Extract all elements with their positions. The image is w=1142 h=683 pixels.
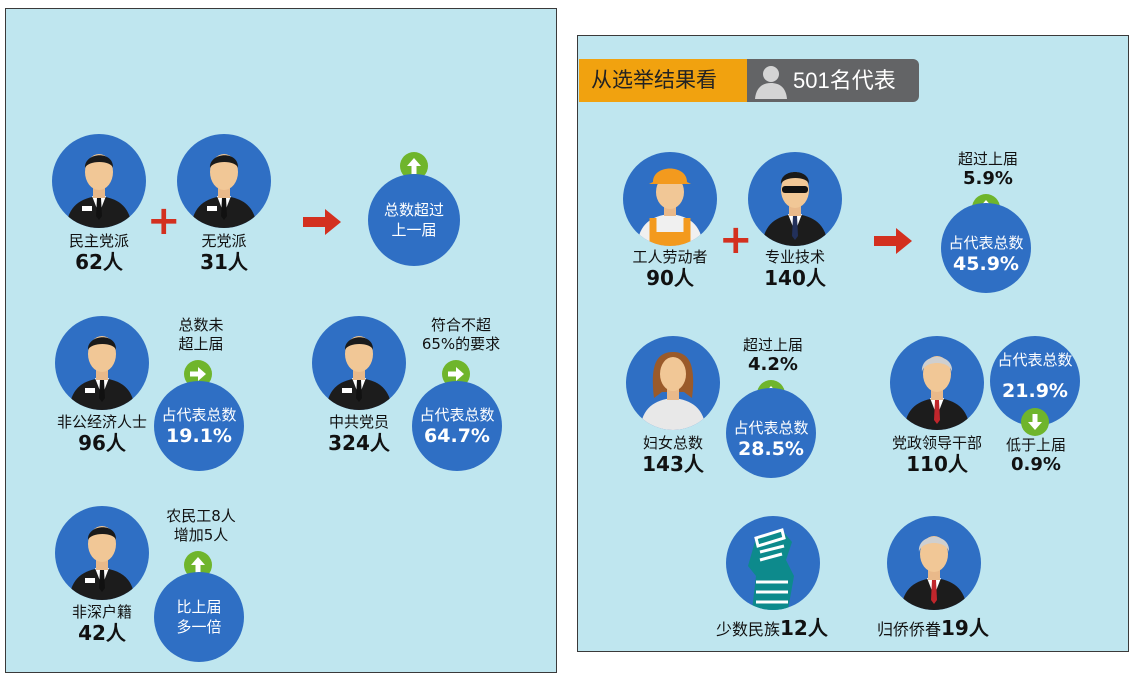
overseas-label: 归侨侨眷 [877, 620, 942, 639]
ccp-note-line2: 65%的要求 [421, 335, 501, 353]
no-party-count: 31人 [200, 250, 248, 274]
non-public-count: 96人 [78, 431, 126, 455]
elderly-man-avatar-icon [890, 336, 984, 430]
officials-label: 党政领导干部 [891, 434, 982, 452]
businessman-avatar-icon [177, 134, 271, 228]
combined-note-value: 5.9% [963, 168, 1013, 189]
businessman-avatar-icon [312, 316, 406, 410]
woman-avatar-icon [626, 336, 720, 430]
officials-note-line1: 低于上届 [1005, 436, 1066, 454]
officials-note-value: 0.9% [1011, 454, 1061, 475]
workers-caption: 工人劳动者 90人 [600, 248, 740, 290]
green-down-arrow-icon [1021, 408, 1049, 436]
overseas-caption: 归侨侨眷19人 [877, 612, 989, 641]
minority-count: 12人 [780, 616, 828, 640]
women-note-value: 4.2% [748, 354, 798, 375]
header-title: 从选举结果看 [579, 59, 747, 102]
right-infographic-panel: 从选举结果看 501名代表 工人劳动者 90人 + 专业技术 140人 超过上届… [577, 35, 1129, 652]
non-sz-caption: 非深户籍 42人 [32, 603, 172, 645]
workers-count: 90人 [646, 266, 694, 290]
right-arrow-icon [874, 228, 912, 254]
header-representatives: 501名代表 [747, 59, 919, 102]
overseas-count: 19人 [941, 616, 989, 640]
workers-label: 工人劳动者 [632, 248, 708, 266]
democratic-parties-count: 62人 [75, 250, 123, 274]
women-label: 妇女总数 [642, 434, 703, 452]
left-infographic-panel: 民主党派 62人 + 无党派 31人 总数超过 上一届 非公经济人士 96人 总… [5, 8, 557, 673]
women-share-bubble: 占代表总数 28.5% [726, 388, 816, 478]
women-bubble-title: 占代表总数 [733, 418, 809, 437]
officials-note: 低于上届 0.9% [986, 436, 1086, 474]
ccp-label: 中共党员 [328, 413, 389, 431]
professionals-count: 140人 [764, 266, 826, 290]
non-sz-note-line2: 增加5人 [173, 526, 229, 544]
non-sz-note: 农民工8人 增加5人 [151, 507, 251, 545]
non-public-bubble-title: 占代表总数 [161, 405, 237, 424]
non-sz-bubble-line2: 多一倍 [176, 618, 222, 636]
non-sz-count: 42人 [78, 621, 126, 645]
women-caption: 妇女总数 143人 [603, 434, 743, 476]
total-result-line2: 上一届 [391, 221, 437, 239]
non-public-label: 非公经济人士 [56, 413, 147, 431]
right-arrow-icon [303, 209, 341, 235]
democratic-parties-label: 民主党派 [68, 232, 129, 250]
officials-bubble-title: 占代表总数 [997, 350, 1073, 369]
non-sz-bubble: 比上届 多一倍 [154, 572, 244, 662]
ccp-caption: 中共党员 324人 [289, 413, 429, 455]
women-note: 超过上届 4.2% [723, 336, 823, 374]
women-note-line1: 超过上届 [742, 336, 803, 354]
non-sz-note-line1: 农民工8人 [166, 507, 236, 525]
combined-bubble-value: 45.9% [953, 252, 1019, 275]
ccp-note-line1: 符合不超 [430, 316, 491, 334]
minority-caption: 少数民族12人 [716, 612, 828, 641]
minority-label: 少数民族 [716, 620, 781, 639]
no-party-label: 无党派 [201, 232, 247, 250]
businessman-avatar-icon [55, 506, 149, 600]
minority-figure-icon [726, 516, 820, 610]
combined-bubble-title: 占代表总数 [948, 233, 1024, 252]
non-public-note: 总数未 超上届 [156, 316, 246, 354]
non-public-bubble-value: 19.1% [166, 424, 232, 447]
officials-count: 110人 [906, 452, 968, 476]
women-count: 143人 [642, 452, 704, 476]
person-silhouette-icon [755, 66, 787, 99]
ccp-bubble-title: 占代表总数 [419, 405, 495, 424]
ccp-bubble-value: 64.7% [424, 424, 490, 447]
elderly-man-avatar-icon [887, 516, 981, 610]
democratic-parties-caption: 民主党派 62人 [29, 232, 169, 274]
non-public-note-line2: 超上届 [178, 335, 224, 353]
non-public-note-line1: 总数未 [178, 316, 224, 334]
worker-avatar-icon [623, 152, 717, 246]
total-result-line1: 总数超过 [383, 201, 444, 219]
professionals-label: 专业技术 [764, 248, 825, 266]
plus-icon: + [147, 198, 181, 244]
officials-caption: 党政领导干部 110人 [867, 434, 1007, 476]
professionals-caption: 专业技术 140人 [725, 248, 865, 290]
total-result-bubble: 总数超过 上一届 [368, 174, 460, 266]
non-public-share-bubble: 占代表总数 19.1% [154, 381, 244, 471]
header-count: 501名代表 [793, 68, 896, 93]
non-sz-label: 非深户籍 [71, 603, 132, 621]
ccp-share-bubble: 占代表总数 64.7% [412, 381, 502, 471]
women-bubble-value: 28.5% [738, 437, 804, 460]
sunglasses-man-avatar-icon [748, 152, 842, 246]
plus-icon: + [719, 217, 753, 263]
combined-note: 超过上届 5.9% [938, 150, 1038, 188]
officials-bubble-value: 21.9% [1002, 379, 1068, 402]
combined-share-bubble: 占代表总数 45.9% [941, 203, 1031, 293]
ccp-note: 符合不超 65%的要求 [406, 316, 516, 354]
non-public-caption: 非公经济人士 96人 [32, 413, 172, 455]
ccp-count: 324人 [328, 431, 390, 455]
businessman-avatar-icon [52, 134, 146, 228]
businessman-avatar-icon [55, 316, 149, 410]
non-sz-bubble-line1: 比上届 [176, 598, 222, 616]
no-party-caption: 无党派 31人 [154, 232, 294, 274]
combined-note-line1: 超过上届 [957, 150, 1018, 168]
